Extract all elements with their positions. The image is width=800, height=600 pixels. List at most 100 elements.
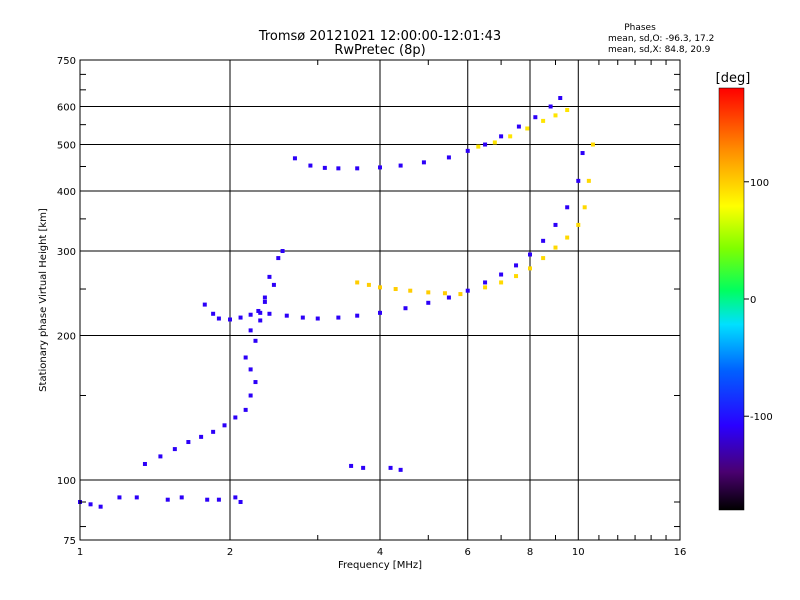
x-tick-label: 6 bbox=[465, 547, 471, 558]
data-point bbox=[308, 163, 313, 168]
data-point bbox=[292, 156, 297, 161]
data-point bbox=[483, 280, 488, 285]
x-tick-label: 10 bbox=[572, 547, 585, 558]
y-tick-label: 300 bbox=[57, 247, 76, 258]
data-point bbox=[355, 280, 360, 285]
data-point bbox=[476, 144, 481, 149]
data-point bbox=[398, 163, 403, 168]
data-point bbox=[211, 311, 216, 316]
x-tick-label: 2 bbox=[227, 547, 233, 558]
data-point bbox=[158, 454, 163, 459]
data-point bbox=[426, 290, 431, 295]
data-point bbox=[202, 302, 207, 307]
data-point bbox=[483, 285, 488, 290]
data-point bbox=[514, 263, 519, 268]
data-point bbox=[508, 134, 513, 139]
data-point bbox=[271, 282, 276, 287]
colorbar-ticks: 100 0 -100 bbox=[744, 178, 773, 423]
colorbar-gradient bbox=[718, 87, 745, 511]
data-point bbox=[514, 274, 519, 279]
data-point bbox=[492, 140, 497, 145]
data-point bbox=[134, 495, 139, 500]
data-point bbox=[393, 287, 398, 292]
data-point bbox=[253, 380, 258, 385]
x-tick-label: 4 bbox=[377, 547, 383, 558]
data-point bbox=[300, 315, 305, 320]
phases-o-line: mean, sd,O: -96.3, 17.2 bbox=[608, 34, 714, 44]
data-point bbox=[256, 308, 261, 313]
data-point bbox=[421, 160, 426, 165]
data-point bbox=[528, 266, 532, 271]
data-point bbox=[336, 166, 341, 171]
data-point bbox=[553, 113, 558, 118]
data-point bbox=[446, 155, 451, 160]
data-point bbox=[276, 256, 281, 261]
data-point bbox=[576, 222, 581, 227]
data-point bbox=[533, 115, 538, 120]
data-point bbox=[553, 245, 558, 250]
data-point bbox=[280, 249, 285, 254]
data-point bbox=[582, 205, 587, 210]
y-tick-label: 75 bbox=[63, 536, 76, 547]
x-tick-label: 8 bbox=[527, 547, 533, 558]
phases-title: Phases bbox=[624, 23, 656, 33]
data-point bbox=[403, 306, 408, 311]
data-point bbox=[262, 299, 267, 304]
colorbar-label: [deg] bbox=[716, 71, 751, 86]
chart-subtitle: RwPretec (8p) bbox=[334, 43, 425, 58]
data-point bbox=[142, 461, 147, 466]
data-point bbox=[243, 407, 248, 412]
data-point bbox=[408, 288, 413, 293]
data-point bbox=[233, 495, 238, 500]
data-point bbox=[541, 256, 546, 261]
data-point bbox=[355, 166, 360, 171]
data-point bbox=[216, 497, 221, 502]
chart-title: Tromsø 20121021 12:00:00-12:01:43 bbox=[258, 29, 501, 44]
data-point bbox=[267, 274, 272, 279]
data-point bbox=[548, 104, 553, 109]
data-point bbox=[388, 465, 393, 470]
grid-lines bbox=[80, 60, 680, 540]
data-point bbox=[179, 495, 184, 500]
colorbar-tick-label: 100 bbox=[750, 178, 769, 189]
data-point bbox=[586, 178, 591, 183]
data-point bbox=[336, 315, 341, 320]
data-point bbox=[315, 316, 320, 321]
colorbar: [deg] 100 0 -100 bbox=[716, 71, 773, 511]
data-point bbox=[238, 499, 243, 504]
data-point bbox=[262, 295, 267, 300]
x-axis-label: Frequency [MHz] bbox=[338, 560, 422, 571]
data-point bbox=[465, 288, 470, 293]
y-axis-label: Stationary phase Virtual Height [km] bbox=[38, 208, 49, 392]
data-point bbox=[248, 312, 253, 317]
data-point bbox=[398, 467, 403, 472]
data-point bbox=[172, 447, 177, 452]
data-point bbox=[378, 310, 382, 315]
x-tick-label: 1 bbox=[77, 547, 83, 558]
data-point bbox=[243, 355, 248, 360]
x-axis: 1 2 4 6 8 10 16 bbox=[77, 60, 687, 558]
data-point bbox=[322, 165, 327, 170]
data-point bbox=[565, 108, 570, 113]
y-axis: 75 100 200 300 400 500 600 750 bbox=[57, 56, 680, 547]
data-point bbox=[553, 222, 558, 227]
data-point bbox=[541, 118, 546, 123]
y-tick-label: 100 bbox=[57, 476, 76, 487]
data-point bbox=[165, 497, 170, 502]
data-point bbox=[565, 235, 570, 240]
data-point bbox=[442, 291, 447, 296]
data-point bbox=[117, 495, 122, 500]
y-tick-label: 750 bbox=[57, 56, 76, 67]
data-point bbox=[98, 504, 103, 509]
data-point bbox=[558, 96, 563, 101]
data-point bbox=[458, 292, 463, 297]
colorbar-tick-label: -100 bbox=[750, 412, 773, 423]
data-point bbox=[541, 238, 546, 243]
data-point bbox=[267, 311, 272, 316]
x-tick-label: 16 bbox=[674, 547, 687, 558]
data-point bbox=[378, 165, 382, 170]
data-point bbox=[284, 313, 289, 318]
data-point bbox=[222, 423, 227, 428]
data-point bbox=[366, 282, 371, 287]
